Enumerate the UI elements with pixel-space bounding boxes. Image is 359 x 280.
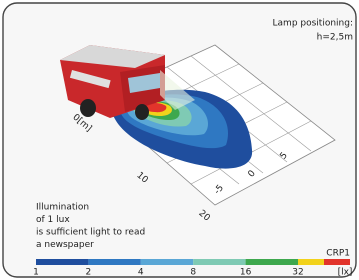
legend-label: 4 [138, 268, 144, 278]
note-line: of 1 lux [36, 215, 70, 225]
legend-label: 8 [190, 268, 196, 278]
legend-swatch [324, 259, 350, 265]
lamp-height: h=2,5m [317, 33, 353, 43]
model-label: CRP1 [326, 249, 350, 259]
legend-swatch [141, 259, 193, 265]
lamp-title: Lamp positioning: [273, 19, 353, 29]
page: Lamp positioning: h=2,5m 0[m] 10 20 5 0 … [0, 0, 359, 280]
legend-swatch [36, 259, 88, 265]
note-line: is sufficient light to read [36, 228, 145, 238]
legend-label: 32 [292, 268, 303, 278]
legend-swatch [246, 259, 298, 265]
legend-label: 1 [33, 268, 39, 278]
legend-swatch [88, 259, 140, 265]
legend-label: 2 [86, 268, 92, 278]
legend-swatch [298, 259, 324, 265]
note-line: Illumination [36, 203, 89, 213]
legend-unit: [lx] [338, 268, 353, 278]
note-line: a newspaper [36, 240, 94, 250]
legend-label: 16 [240, 268, 252, 278]
legend-swatch [193, 259, 245, 265]
illustration: Lamp positioning: h=2,5m 0[m] 10 20 5 0 … [0, 0, 359, 280]
